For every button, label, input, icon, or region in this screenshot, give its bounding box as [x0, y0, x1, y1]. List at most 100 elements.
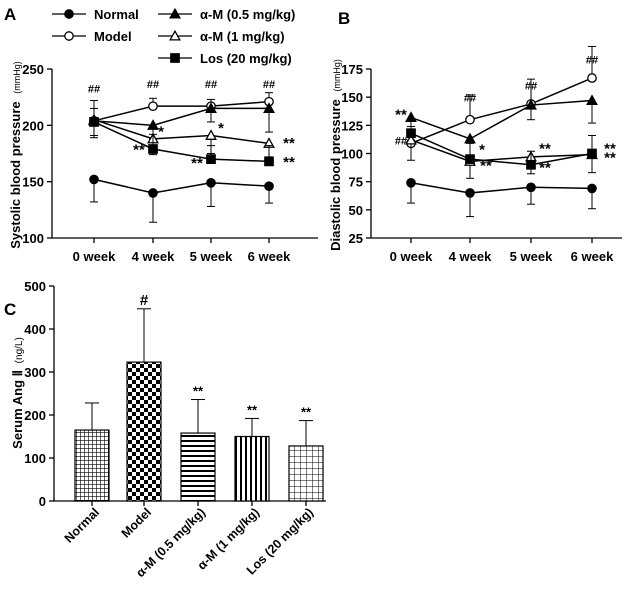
series [89, 107, 274, 167]
x-tick-label: 5 week [190, 249, 233, 264]
y-tick-label: 400 [24, 322, 46, 337]
data-point [526, 159, 536, 170]
series [405, 133, 598, 179]
chart-panel-c: Serum Ang Ⅱ (ng/L) 0 100 200 300 400 500 Norma… [10, 279, 326, 580]
panel-label-c: C [4, 300, 16, 319]
data-point [263, 102, 275, 113]
series [405, 94, 598, 162]
legend-marker [170, 53, 180, 63]
data-point [586, 94, 598, 106]
y-tick-label: 100 [22, 231, 44, 246]
data-point [405, 133, 417, 145]
data-point [148, 144, 158, 154]
series-line [93, 121, 270, 163]
significance-mark: ** [539, 160, 551, 177]
x-tick-label: 4 week [132, 249, 175, 264]
panel-label-a: A [4, 5, 16, 24]
data-point [406, 128, 416, 139]
series-line [410, 132, 593, 166]
data-point [526, 182, 536, 193]
data-point [205, 129, 217, 140]
data-point [147, 119, 159, 130]
chart-panel-b: Diastolic blood pressure (mmHg) 25 50 75 10… [328, 45, 622, 264]
x-tick-label: 0 week [73, 249, 116, 264]
x-tick-label: 4 week [449, 249, 492, 264]
data-point [89, 117, 99, 127]
y-tick-label: 125 [341, 118, 363, 133]
series [89, 174, 274, 223]
data-point [465, 154, 475, 164]
x-tick-label: Normal [62, 505, 102, 545]
data-point [206, 154, 216, 164]
y-tick-label: 100 [24, 451, 46, 466]
data-point [148, 101, 158, 112]
y-tick-label: 150 [22, 175, 44, 190]
significance-mark: ## [147, 79, 159, 91]
data-point [525, 98, 537, 110]
y-tick-label: 150 [341, 90, 363, 105]
series-line [410, 77, 593, 145]
y-tick-label: 0 [39, 494, 46, 509]
x-tick-label: 0 week [390, 249, 433, 264]
legend-marker [64, 31, 74, 41]
significance-mark: ## [586, 54, 598, 66]
bar [180, 432, 216, 502]
significance-mark: ** [283, 154, 295, 171]
significance-mark: ** [604, 150, 616, 167]
series-line [93, 178, 270, 194]
y-axis-label-a: Systolic blood pressure (mmHg) [8, 61, 23, 249]
panel-label-b: B [338, 9, 350, 28]
significance-mark: ## [395, 135, 407, 147]
y-axis-unit-a: (mmHg) [12, 61, 22, 94]
significance-mark: ## [525, 80, 537, 92]
series-line [93, 107, 269, 127]
x-tick-label: 5 week [510, 249, 553, 264]
data-point [587, 183, 597, 194]
significance-mark: ** [539, 141, 551, 158]
bar-label: # [140, 292, 149, 309]
y-tick-label: 250 [22, 62, 44, 77]
chart-panel-a: Systolic blood pressure (mmHg) 100 150 200… [8, 61, 318, 264]
data-point [264, 181, 274, 192]
series-line [93, 118, 270, 145]
data-point [464, 132, 476, 144]
data-point [406, 177, 416, 188]
y-tick-label: 50 [349, 203, 363, 218]
series-line [410, 139, 593, 163]
series-line [410, 99, 593, 140]
data-point [465, 188, 475, 198]
y-axis-unit-c: (ng/L) [14, 337, 25, 363]
y-tick-label: 175 [341, 62, 363, 77]
series [406, 45, 597, 149]
significance-mark: ## [464, 93, 476, 105]
series-line [93, 100, 270, 122]
significance-mark: ** [395, 107, 407, 124]
legend-marker [169, 29, 181, 41]
significance-mark: ** [604, 141, 616, 158]
y-axis-unit-b: (mmHg) [332, 59, 342, 92]
legend-label: α-M (1 mg/kg) [200, 29, 285, 44]
x-tick-label: Model [119, 505, 154, 540]
y-tick-label: 500 [24, 279, 46, 294]
data-point [89, 174, 99, 185]
x-tick-label: 6 week [248, 249, 291, 264]
legend-marker [64, 9, 74, 19]
series-line [410, 182, 593, 194]
y-axis-title-a: Systolic blood pressure [8, 101, 23, 248]
data-point [148, 188, 158, 198]
y-tick-label: 300 [24, 365, 46, 380]
y-axis-label-b: Diastolic blood pressure (mmHg) [328, 59, 343, 251]
y-tick-label: 200 [24, 408, 46, 423]
data-point [205, 102, 217, 113]
series [88, 113, 275, 158]
y-tick-label: 25 [349, 231, 363, 246]
legend-label: Model [94, 29, 132, 44]
legend-label: α-M (0.5 mg/kg) [200, 7, 295, 22]
significance-mark: * [218, 120, 224, 137]
bar-label: ** [193, 384, 204, 399]
series [406, 119, 597, 170]
series [406, 177, 597, 218]
series [88, 102, 275, 140]
y-tick-label: 75 [349, 175, 363, 190]
